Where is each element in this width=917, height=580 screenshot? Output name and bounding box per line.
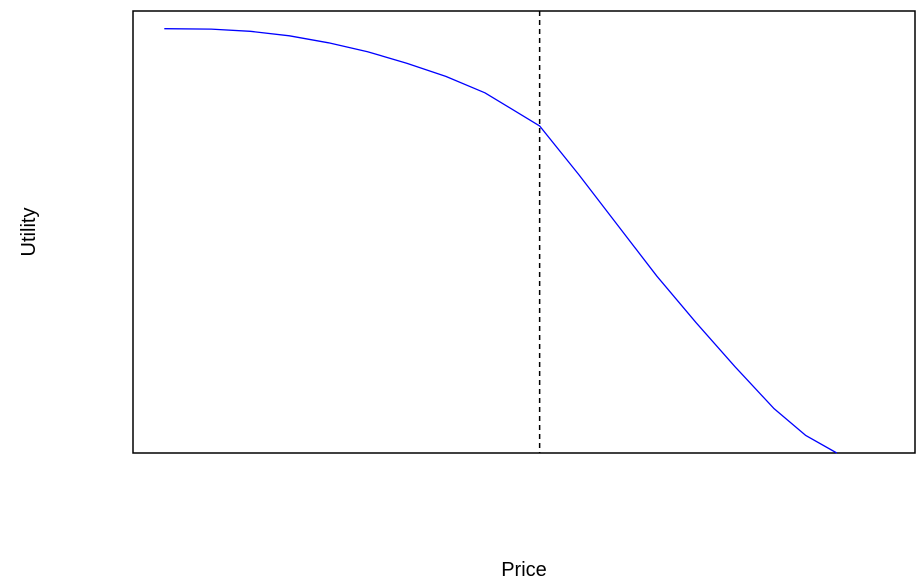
plot-frame xyxy=(133,11,915,453)
y-axis-label: Utility xyxy=(18,208,40,257)
x-axis-label: Price xyxy=(501,559,547,580)
utility-curve xyxy=(164,29,837,453)
